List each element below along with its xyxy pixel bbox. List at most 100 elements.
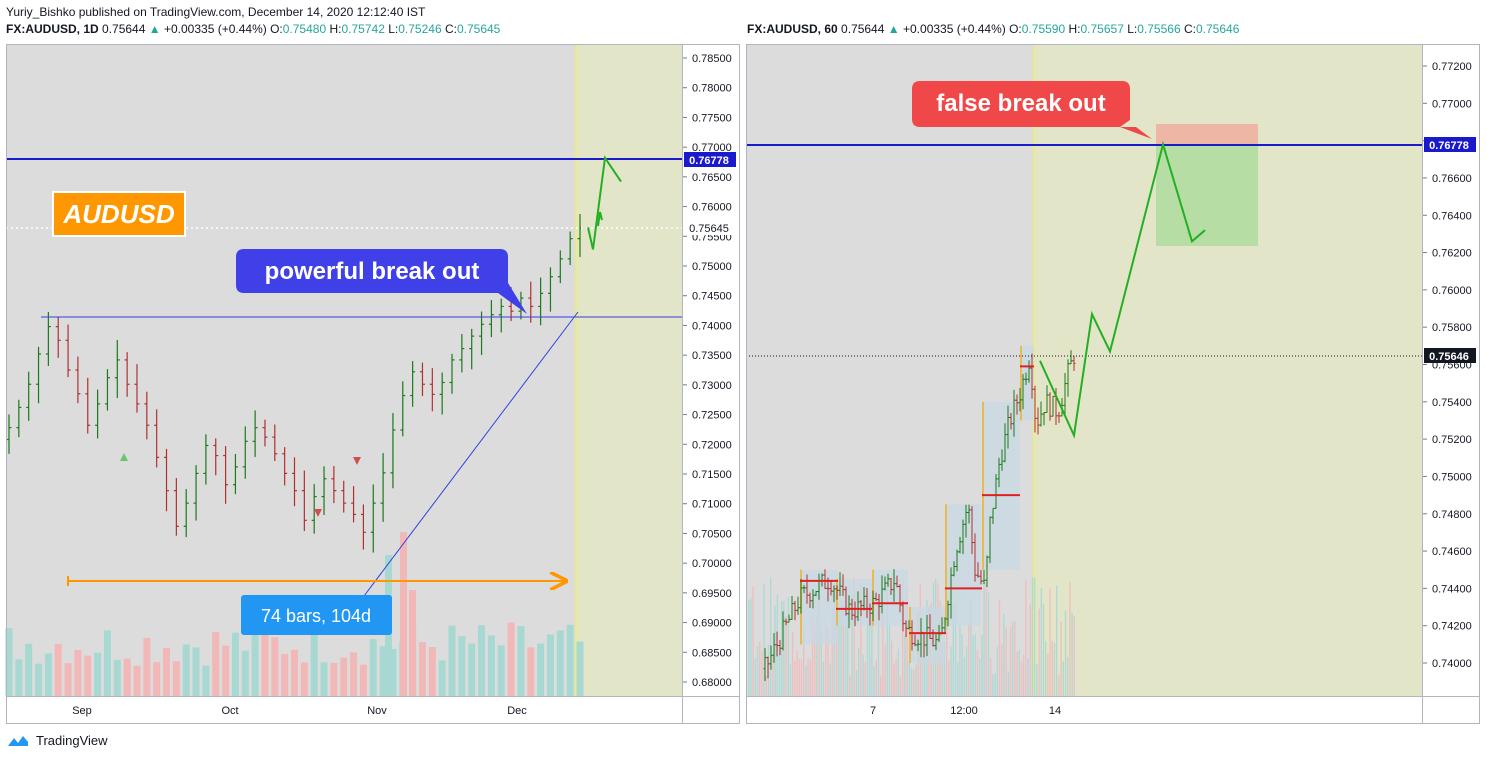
right-level-tag xyxy=(1424,137,1476,152)
left-volume-bar xyxy=(103,630,111,696)
right-close-label: C: xyxy=(1183,22,1196,36)
right-volume-bar xyxy=(866,591,869,696)
right-volume-bar xyxy=(752,586,754,696)
right-volume-bar xyxy=(1020,661,1023,696)
left-projection-step xyxy=(597,211,603,227)
left-close-label: C: xyxy=(444,22,457,36)
left-volume-bar xyxy=(576,641,584,696)
left-volume-bar xyxy=(271,637,279,696)
right-volume-bar xyxy=(1016,651,1018,696)
right-volume-bar xyxy=(950,646,952,696)
left-trendline[interactable] xyxy=(363,311,579,597)
right-volume-bar xyxy=(1036,664,1038,696)
right-profile-edge xyxy=(1020,345,1022,421)
left-volume-bar xyxy=(379,646,387,696)
right-volume-bar xyxy=(873,666,875,696)
left-symbol[interactable]: FX:AUDUSD, 1D xyxy=(6,22,99,36)
left-x-ticks: Sep Oct Nov Dec xyxy=(72,705,527,717)
right-volume-bar xyxy=(792,631,794,696)
right-profile-block xyxy=(836,579,872,626)
right-volume-bar xyxy=(946,619,948,696)
up-triangle-icon: ▲ xyxy=(148,22,161,36)
right-volume-bar xyxy=(906,588,908,696)
left-volume-bar xyxy=(400,532,407,696)
left-volume-bar xyxy=(468,643,476,696)
left-volume-bar xyxy=(163,647,171,696)
right-price: 0.75644 xyxy=(841,22,885,36)
right-volume-bar xyxy=(778,646,781,696)
right-projection-path[interactable] xyxy=(1039,140,1206,439)
left-volume-bar xyxy=(418,642,426,696)
left-volume-bar xyxy=(202,665,210,696)
right-volume-bar xyxy=(943,641,946,696)
left-y-tick-label: 0.74000 xyxy=(692,320,732,332)
left-open: 0.75480 xyxy=(282,22,327,36)
right-volume-bar xyxy=(811,617,814,696)
callout-break[interactable] xyxy=(236,249,527,314)
right-volume-bar xyxy=(858,648,860,696)
position-target-zone[interactable] xyxy=(1156,145,1258,246)
right-volume-bar xyxy=(952,605,954,696)
left-volume-bar xyxy=(281,653,289,696)
right-y-tick-label: 0.76400 xyxy=(1432,210,1472,222)
right-symbol[interactable]: FX:AUDUSD, 60 xyxy=(747,22,838,36)
right-chart[interactable]: false break out 0.772000.770000.768000.7… xyxy=(746,44,1480,724)
right-volume-bar xyxy=(862,654,864,696)
left-projection-path[interactable] xyxy=(587,155,622,250)
right-y-tick-label: 0.77000 xyxy=(1432,98,1472,110)
right-volume-bar xyxy=(785,616,787,696)
right-low-label: L: xyxy=(1127,22,1138,36)
right-volume-bar xyxy=(998,600,1001,696)
range-measure-text: 74 bars, 104d xyxy=(261,606,371,626)
right-x-tick-label: 7 xyxy=(870,705,876,717)
right-volume-bar xyxy=(1018,650,1020,696)
left-high: 0.75742 xyxy=(341,22,385,36)
right-profile-edge xyxy=(945,504,947,626)
right-y-tick-label: 0.74200 xyxy=(1432,621,1472,633)
right-volume-bar xyxy=(888,624,891,696)
right-price-axis[interactable] xyxy=(1423,44,1480,696)
right-volume-bar xyxy=(833,597,836,696)
right-y-tick-label: 0.77200 xyxy=(1432,61,1472,73)
right-volume-bar xyxy=(847,605,849,696)
right-volume-bar xyxy=(891,640,893,696)
left-volume-bar xyxy=(222,645,230,696)
right-volume-bar xyxy=(1027,658,1029,696)
left-volume-bar xyxy=(35,663,43,696)
left-close: 0.75645 xyxy=(456,22,501,36)
left-y-tick-label: 0.68500 xyxy=(692,647,732,659)
right-volume-bar xyxy=(825,622,827,696)
right-volume-bar xyxy=(970,598,972,696)
left-y-ticks: 0.78500 0.78000 0.77500 0.77000 0.76500 0.760… xyxy=(683,53,732,689)
left-y-tick-label: 0.69000 xyxy=(692,618,732,630)
right-profile-edge xyxy=(909,607,911,663)
symbol-badge[interactable] xyxy=(52,191,186,237)
position-stop-zone[interactable] xyxy=(1156,124,1258,145)
right-volume-bar xyxy=(820,625,822,696)
right-volume-bar xyxy=(961,634,963,696)
right-profile-edge xyxy=(836,579,838,626)
left-volume-bar xyxy=(546,634,554,696)
right-volume-bar xyxy=(794,661,796,696)
left-volume-bar xyxy=(54,644,62,696)
left-volume-bar xyxy=(123,658,131,696)
range-measure-label[interactable] xyxy=(241,595,392,635)
right-volume-bar xyxy=(1031,577,1034,696)
left-price: 0.75644 xyxy=(102,22,146,36)
right-volume-bar xyxy=(1001,644,1003,696)
footer-brand[interactable]: TradingView xyxy=(6,733,108,748)
left-volume-bar xyxy=(566,624,574,696)
callout-false[interactable] xyxy=(912,81,1152,139)
right-volume-bar xyxy=(798,659,800,696)
right-volume-bar xyxy=(1025,579,1027,696)
left-volume-bar xyxy=(25,643,33,696)
left-y-tick-label: 0.70500 xyxy=(692,528,732,540)
left-open-label: O: xyxy=(270,22,283,36)
left-chart[interactable]: AUDUSD powerful break out 74 bars, 104d … xyxy=(5,44,741,724)
left-y-tick-label: 0.76500 xyxy=(692,172,732,184)
down-triangle-icon xyxy=(314,509,322,517)
right-volume-bar xyxy=(875,659,877,696)
left-volume-bar xyxy=(291,649,298,696)
right-close: 0.75646 xyxy=(1195,22,1240,36)
right-volume-bar xyxy=(1034,578,1036,696)
